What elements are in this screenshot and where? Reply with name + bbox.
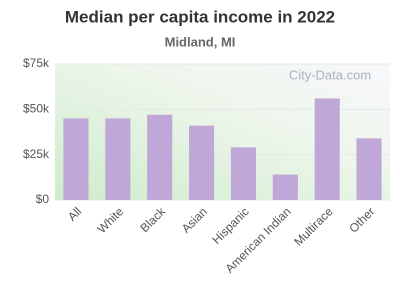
chart-subtitle: Midland, MI	[165, 34, 236, 49]
bar	[63, 118, 89, 200]
y-tick-label: $0	[36, 192, 50, 206]
x-tick-label: White	[95, 204, 127, 236]
x-tick-label: Other	[346, 204, 377, 235]
bar	[272, 174, 298, 200]
y-tick-label: $25k	[23, 147, 50, 161]
bar	[356, 138, 382, 200]
bar	[314, 98, 340, 200]
watermark: City-Data.com	[289, 67, 371, 82]
y-tick-label: $75k	[23, 56, 50, 70]
x-tick-label: Hispanic	[209, 204, 251, 246]
x-tick-label: Multirace	[291, 204, 336, 249]
x-tick-label: Black	[137, 204, 168, 235]
chart-title: Median per capita income in 2022	[65, 7, 335, 26]
bar	[189, 125, 215, 200]
bar	[230, 147, 256, 200]
bar	[147, 114, 173, 200]
x-tick-label: All	[65, 204, 84, 223]
x-tick-label: Asian	[179, 204, 210, 235]
y-tick-label: $50k	[23, 102, 50, 116]
bar	[105, 118, 131, 200]
